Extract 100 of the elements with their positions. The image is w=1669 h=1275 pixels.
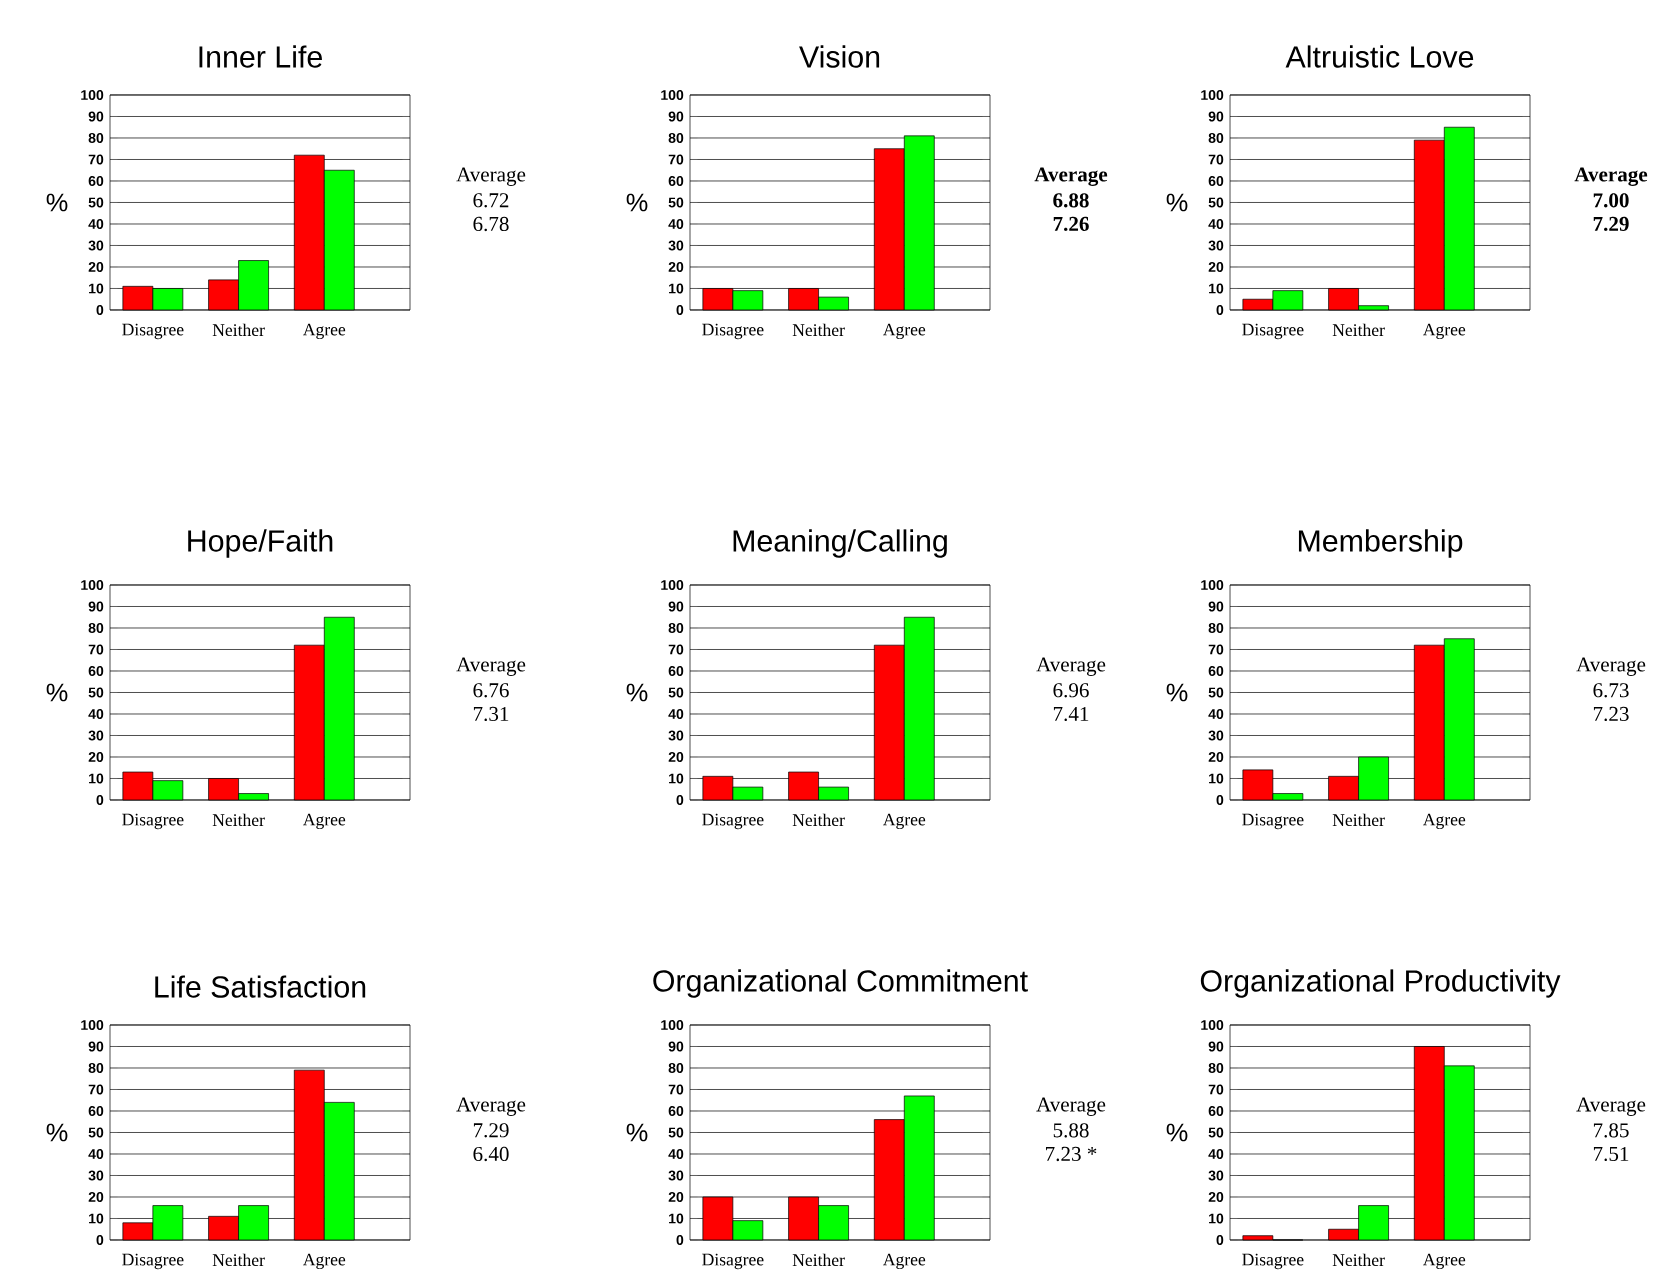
y-tick-label: 100 [661, 1020, 684, 1030]
y-tick-label: 10 [1209, 1213, 1224, 1224]
y-axis-title: % [46, 193, 68, 212]
y-tick-label: 20 [668, 1192, 684, 1202]
y-tick-label: 50 [88, 1127, 104, 1138]
y-tick-label: 90 [88, 601, 104, 612]
y-axis-title: % [46, 1123, 68, 1142]
chart-title: Meaning/Calling [733, 529, 947, 558]
y-tick-label: 70 [88, 154, 104, 165]
y-axis-title: % [46, 683, 68, 702]
y-tick-label: 10 [1209, 283, 1224, 294]
chart-title: Life Satisfaction [155, 975, 366, 998]
y-tick-label: 10 [89, 1213, 104, 1224]
text: Average [1576, 657, 1646, 676]
y-tick-label: 10 [669, 1213, 684, 1224]
text: 7.29 [473, 1123, 509, 1138]
text: Average [1574, 167, 1648, 186]
y-tick-label: 0 [676, 795, 684, 805]
y-tick-label: 40 [668, 219, 684, 229]
y-tick-label: 30 [668, 240, 684, 251]
x-tick-label: Disagree [122, 1253, 184, 1270]
text: Average [1576, 1097, 1646, 1116]
y-tick-label: 70 [668, 644, 684, 655]
y-tick-label: 60 [668, 666, 684, 676]
y-tick-label: 80 [1208, 1063, 1224, 1073]
x-tick-label: Agree [1423, 323, 1466, 340]
x-tick-label: Agree [302, 813, 346, 830]
y-tick-label: 30 [1208, 1170, 1224, 1181]
y-axis-title: % [1166, 193, 1188, 212]
y-tick-label: 0 [1216, 305, 1224, 315]
y-tick-label: 10 [89, 773, 104, 784]
y-tick-label: 20 [668, 752, 684, 762]
y-tick-label: 70 [88, 1084, 104, 1095]
y-tick-label: 50 [88, 197, 104, 208]
y-axis-title: % [626, 1123, 648, 1142]
x-tick-label: Agree [302, 1253, 346, 1270]
y-axis-title: % [626, 683, 648, 702]
y-tick-label: 40 [1208, 709, 1224, 719]
y-tick-label: 90 [668, 1041, 684, 1052]
y-tick-label: 20 [668, 262, 684, 272]
y-tick-label: 50 [88, 687, 104, 698]
y-tick-label: 80 [668, 133, 684, 143]
y-tick-label: 100 [661, 90, 684, 100]
y-tick-label: 40 [668, 1149, 684, 1159]
y-tick-label: 20 [88, 1192, 104, 1202]
x-tick-label: Neither [1332, 323, 1385, 337]
y-tick-label: 70 [1208, 644, 1224, 655]
y-tick-label: 80 [88, 133, 104, 143]
y-tick-label: 20 [88, 262, 104, 272]
y-tick-label: 100 [81, 90, 104, 100]
text: Average [456, 1097, 526, 1116]
x-tick-label: Disagree [122, 323, 184, 340]
y-tick-label: 50 [668, 687, 684, 698]
y-axis-title: % [626, 193, 648, 212]
y-tick-label: 0 [96, 795, 104, 805]
text: Average [456, 657, 526, 676]
y-tick-label: 60 [88, 666, 104, 676]
text: 7.85 [1593, 1123, 1629, 1138]
x-tick-label: Neither [1332, 1253, 1385, 1267]
text: 7.51 [1593, 1146, 1629, 1162]
text: 6.40 [473, 1146, 509, 1162]
x-tick-label: Agree [882, 1253, 926, 1270]
x-tick-label: Disagree [1242, 1253, 1304, 1270]
text: 7.41 [1053, 706, 1089, 722]
y-tick-label: 20 [1208, 262, 1224, 272]
chart-title: Vision [799, 45, 880, 68]
y-tick-label: 90 [88, 1041, 104, 1052]
y-tick-label: 30 [1208, 730, 1224, 741]
y-tick-label: 40 [88, 219, 104, 229]
y-tick-label: 100 [661, 580, 684, 590]
y-tick-label: 90 [88, 111, 104, 122]
x-tick-label: Agree [882, 813, 926, 830]
y-tick-label: 90 [1208, 601, 1224, 612]
text: 6.73 [1593, 683, 1629, 698]
y-tick-label: 50 [1208, 197, 1224, 208]
x-tick-label: Neither [792, 813, 845, 827]
text: 6.88 [1053, 193, 1089, 208]
y-tick-label: 30 [88, 730, 104, 741]
y-tick-label: 0 [1216, 1235, 1224, 1245]
text: 6.72 [473, 193, 509, 208]
y-tick-label: 50 [668, 1127, 684, 1138]
chart-title: Hope/Faith [188, 529, 333, 558]
y-tick-label: 10 [669, 283, 684, 294]
y-tick-label: 100 [1201, 1020, 1224, 1030]
y-tick-label: 0 [676, 305, 684, 315]
text: Average [1034, 167, 1108, 186]
x-tick-label: Neither [212, 323, 265, 337]
chart-title: Altruistic Love [1285, 45, 1474, 68]
y-tick-label: 60 [1208, 176, 1224, 186]
y-tick-label: 80 [1208, 133, 1224, 143]
x-tick-label: Disagree [702, 323, 764, 340]
y-tick-label: 10 [1209, 773, 1224, 784]
y-tick-label: 20 [1208, 1192, 1224, 1202]
y-tick-label: 40 [668, 709, 684, 719]
y-tick-label: 0 [676, 1235, 684, 1245]
y-tick-label: 0 [96, 1235, 104, 1245]
text: Average [1036, 657, 1106, 676]
y-tick-label: 10 [89, 283, 104, 294]
y-tick-label: 30 [668, 730, 684, 741]
y-tick-label: 100 [81, 580, 104, 590]
